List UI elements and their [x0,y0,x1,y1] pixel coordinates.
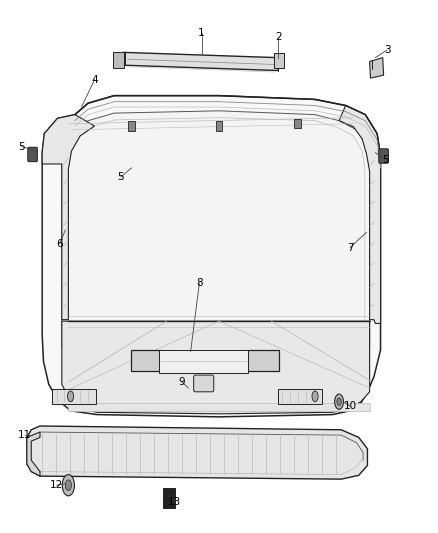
FancyBboxPatch shape [113,52,124,68]
Polygon shape [370,58,384,78]
Text: 5: 5 [117,172,124,182]
Text: 6: 6 [57,239,63,249]
FancyBboxPatch shape [162,488,175,508]
Polygon shape [42,115,95,320]
Text: 4: 4 [91,75,98,85]
Text: 3: 3 [384,45,390,55]
Circle shape [337,398,341,406]
Text: 5: 5 [382,155,389,165]
FancyBboxPatch shape [28,147,37,161]
Text: 5: 5 [18,141,25,151]
Circle shape [335,394,343,409]
Bar [215,122,223,131]
Polygon shape [62,111,370,400]
FancyBboxPatch shape [52,389,96,404]
Text: 2: 2 [275,32,282,42]
FancyBboxPatch shape [274,53,285,68]
Circle shape [65,480,71,490]
Polygon shape [27,432,40,476]
Circle shape [312,391,318,402]
FancyBboxPatch shape [379,149,389,163]
Polygon shape [27,426,367,479]
Bar [128,122,135,131]
Text: 13: 13 [168,497,181,507]
Polygon shape [42,95,381,417]
FancyBboxPatch shape [278,389,322,404]
Text: 11: 11 [18,430,32,440]
FancyBboxPatch shape [194,375,214,392]
Text: 7: 7 [346,243,353,253]
Bar [294,119,301,128]
Text: 10: 10 [343,401,357,411]
Circle shape [62,474,74,496]
FancyBboxPatch shape [131,350,161,370]
FancyBboxPatch shape [247,350,279,370]
Polygon shape [339,106,381,324]
FancyBboxPatch shape [159,350,248,373]
Polygon shape [123,52,279,70]
Text: 12: 12 [50,480,63,490]
Circle shape [67,391,74,402]
Text: 8: 8 [196,278,203,288]
Polygon shape [62,321,370,414]
Text: 9: 9 [179,377,185,387]
Polygon shape [68,403,370,411]
Text: 1: 1 [198,28,205,38]
